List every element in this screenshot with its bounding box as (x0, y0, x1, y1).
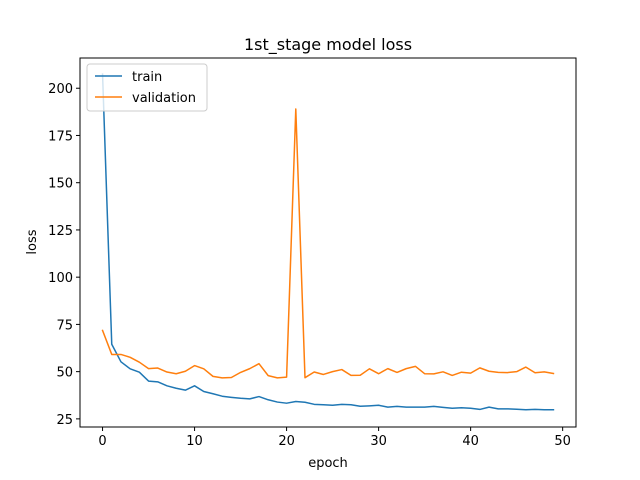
y-tick-label: 175 (48, 129, 73, 144)
y-tick-label: 50 (56, 366, 73, 381)
series-line-train (101, 73, 555, 411)
y-tick-label: 100 (48, 271, 73, 286)
x-tick-label: 10 (186, 434, 203, 449)
y-tick-label: 125 (48, 224, 73, 239)
x-tick-label: 30 (370, 434, 387, 449)
y-tick-label: 200 (48, 82, 73, 97)
chart-title: 1st_stage model loss (244, 35, 412, 55)
plot-frame (79, 57, 577, 428)
x-axis-label: epoch (308, 456, 348, 471)
series-line-validation (101, 108, 555, 379)
x-tick-label: 50 (554, 434, 571, 449)
legend-label-train: train (132, 70, 162, 85)
y-tick-label: 75 (56, 318, 73, 333)
y-axis-label: loss (25, 229, 40, 254)
x-tick-label: 0 (98, 434, 106, 449)
x-tick-label: 20 (278, 434, 295, 449)
legend-label-validation: validation (132, 91, 196, 106)
legend: train validation (86, 63, 208, 112)
y-tick-label: 25 (56, 413, 73, 428)
y-tick-label: 150 (48, 177, 73, 192)
x-tick-label: 40 (462, 434, 479, 449)
